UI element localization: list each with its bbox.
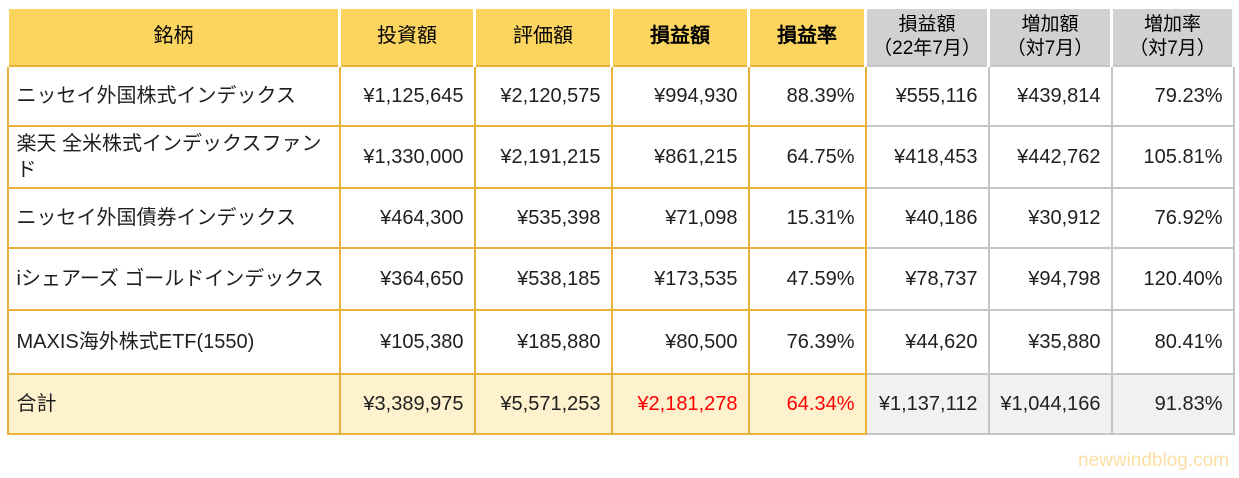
cell-investment: ¥1,330,000 xyxy=(338,124,476,189)
total-row: 合計 ¥3,389,975 ¥5,571,253 ¥2,181,278 64.3… xyxy=(6,372,1235,435)
cell-profit: ¥80,500 xyxy=(610,308,750,375)
cell-profit-july: ¥418,453 xyxy=(864,124,990,189)
cell-stock: 楽天 全米株式インデックスファンド xyxy=(6,124,341,189)
cell-increase-vs-july: ¥35,880 xyxy=(987,308,1113,375)
cell-total-valuation: ¥5,571,253 xyxy=(473,372,613,435)
cell-increase-rate-vs-july: 80.41% xyxy=(1110,308,1235,375)
cell-profit-july: ¥44,620 xyxy=(864,308,990,375)
cell-increase-rate-vs-july: 120.40% xyxy=(1110,246,1235,311)
cell-profit-july: ¥78,737 xyxy=(864,246,990,311)
cell-total-profit-july: ¥1,137,112 xyxy=(864,372,990,435)
cell-profit: ¥173,535 xyxy=(610,246,750,311)
cell-profit-rate: 88.39% xyxy=(747,64,867,127)
cell-profit-rate: 15.31% xyxy=(747,186,867,249)
col-header-increase-rate-vs-july: 増加率 （対7月） xyxy=(1110,6,1235,66)
col-header-profit-rate: 損益率 xyxy=(747,6,867,66)
cell-valuation: ¥538,185 xyxy=(473,246,613,311)
col-header-increase-vs-july: 増加額 （対7月） xyxy=(987,6,1113,66)
cell-investment: ¥105,380 xyxy=(338,308,476,375)
col-header-profit: 損益額 xyxy=(610,6,750,66)
cell-profit-july: ¥555,116 xyxy=(864,64,990,127)
table-row: ニッセイ外国株式インデックス ¥1,125,645 ¥2,120,575 ¥99… xyxy=(6,64,1235,127)
header-row: 銘柄 投資額 評価額 損益額 損益率 損益額 （22年7月） 増加額 （対7月）… xyxy=(6,6,1235,66)
table-row: iシェアーズ ゴールドインデックス ¥364,650 ¥538,185 ¥173… xyxy=(6,246,1235,311)
cell-profit: ¥71,098 xyxy=(610,186,750,249)
cell-increase-rate-vs-july: 105.81% xyxy=(1110,124,1235,189)
cell-total-increase-vs-july: ¥1,044,166 xyxy=(987,372,1113,435)
table-row: 楽天 全米株式インデックスファンド ¥1,330,000 ¥2,191,215 … xyxy=(6,124,1235,189)
funds-performance-table: 銘柄 投資額 評価額 損益額 損益率 損益額 （22年7月） 増加額 （対7月）… xyxy=(6,6,1235,435)
cell-profit: ¥994,930 xyxy=(610,64,750,127)
cell-valuation: ¥2,120,575 xyxy=(473,64,613,127)
cell-total-increase-rate-vs-july: 91.83% xyxy=(1110,372,1235,435)
cell-stock: MAXIS海外株式ETF(1550) xyxy=(6,308,341,375)
cell-stock: ニッセイ外国株式インデックス xyxy=(6,64,341,127)
cell-increase-vs-july: ¥30,912 xyxy=(987,186,1113,249)
cell-stock: iシェアーズ ゴールドインデックス xyxy=(6,246,341,311)
cell-profit-rate: 64.75% xyxy=(747,124,867,189)
col-header-stock: 銘柄 xyxy=(6,6,341,66)
table-row: MAXIS海外株式ETF(1550) ¥105,380 ¥185,880 ¥80… xyxy=(6,308,1235,375)
col-header-profit-july: 損益額 （22年7月） xyxy=(864,6,990,66)
cell-profit-july: ¥40,186 xyxy=(864,186,990,249)
cell-total-profit: ¥2,181,278 xyxy=(610,372,750,435)
cell-investment: ¥1,125,645 xyxy=(338,64,476,127)
cell-stock: ニッセイ外国債券インデックス xyxy=(6,186,341,249)
cell-investment: ¥464,300 xyxy=(338,186,476,249)
cell-valuation: ¥2,191,215 xyxy=(473,124,613,189)
cell-valuation: ¥185,880 xyxy=(473,308,613,375)
cell-profit-rate: 47.59% xyxy=(747,246,867,311)
watermark-text: newwindblog.com xyxy=(1077,450,1229,471)
cell-increase-rate-vs-july: 79.23% xyxy=(1110,64,1235,127)
cell-investment: ¥364,650 xyxy=(338,246,476,311)
cell-increase-vs-july: ¥94,798 xyxy=(987,246,1113,311)
table-row: ニッセイ外国債券インデックス ¥464,300 ¥535,398 ¥71,098… xyxy=(6,186,1235,249)
cell-increase-rate-vs-july: 76.92% xyxy=(1110,186,1235,249)
col-header-investment: 投資額 xyxy=(338,6,476,66)
cell-profit: ¥861,215 xyxy=(610,124,750,189)
cell-profit-rate: 76.39% xyxy=(747,308,867,375)
cell-increase-vs-july: ¥439,814 xyxy=(987,64,1113,127)
col-header-valuation: 評価額 xyxy=(473,6,613,66)
cell-increase-vs-july: ¥442,762 xyxy=(987,124,1113,189)
cell-total-label: 合計 xyxy=(6,372,341,435)
cell-total-profit-rate: 64.34% xyxy=(747,372,867,435)
cell-total-investment: ¥3,389,975 xyxy=(338,372,476,435)
cell-valuation: ¥535,398 xyxy=(473,186,613,249)
